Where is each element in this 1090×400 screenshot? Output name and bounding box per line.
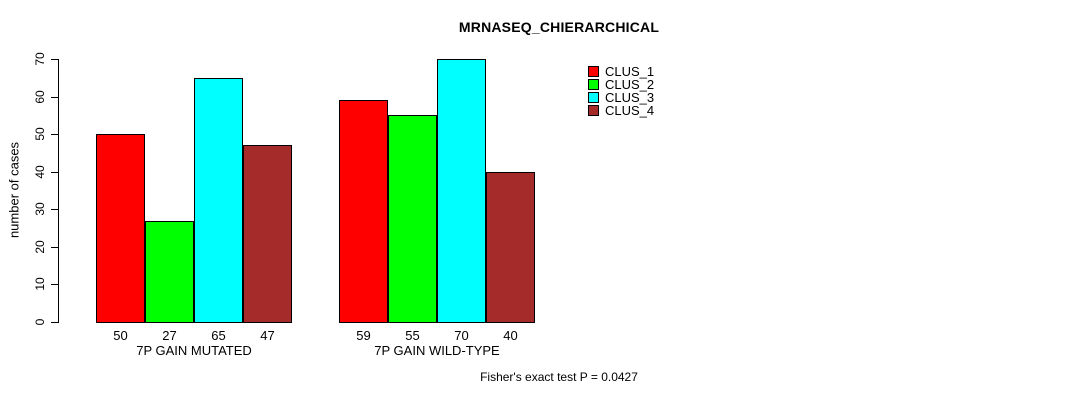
category-label: 7P GAIN MUTATED <box>136 343 252 358</box>
y-tick-mark <box>51 59 58 60</box>
bar-clus_3-group1 <box>194 78 243 323</box>
chart-title: MRNASEQ_CHIERARCHICAL <box>458 19 660 35</box>
bar-clus_2-group2 <box>388 115 437 323</box>
bar-clus_1-group2 <box>339 100 388 323</box>
y-tick-label: 0 <box>33 318 47 326</box>
legend-label: CLUS_1 <box>605 64 655 79</box>
bar-value-label: 47 <box>260 328 275 343</box>
y-tick-mark <box>51 134 58 136</box>
legend-label: CLUS_3 <box>605 90 655 105</box>
y-tick-label: 50 <box>33 127 47 141</box>
bar-clus_4-group2 <box>486 172 535 323</box>
legend-swatch-clus_2 <box>588 79 599 90</box>
legend: CLUS_1 CLUS_2 CLUS_3 CLUS_4 <box>588 65 654 117</box>
legend-label: CLUS_2 <box>605 77 655 92</box>
y-axis-label: number of cases <box>6 141 22 239</box>
bar-clus_1-group1 <box>96 134 145 323</box>
legend-item-clus_4: CLUS_4 <box>588 104 654 117</box>
y-tick-mark <box>51 209 58 211</box>
bar-value-label: 59 <box>356 328 371 343</box>
category-label: 7P GAIN WILD-TYPE <box>374 343 500 358</box>
bar-value-label: 50 <box>113 328 128 343</box>
y-tick-mark <box>51 322 58 323</box>
legend-swatch-clus_4 <box>588 105 599 116</box>
bar-value-label: 55 <box>405 328 420 343</box>
y-tick-label: 60 <box>33 89 47 104</box>
legend-label: CLUS_4 <box>605 103 655 118</box>
y-tick-mark <box>51 246 58 248</box>
legend-item-clus_2: CLUS_2 <box>588 78 654 91</box>
bar-clus_3-group2 <box>437 59 486 323</box>
legend-item-clus_3: CLUS_3 <box>588 91 654 104</box>
bar-value-label: 65 <box>211 328 226 343</box>
stat-annotation: Fisher's exact test P = 0.0427 <box>480 370 638 384</box>
bar-value-label: 27 <box>162 328 177 343</box>
y-tick-mark <box>51 96 58 98</box>
legend-swatch-clus_1 <box>588 66 599 77</box>
y-tick-label: 40 <box>33 165 47 179</box>
bar-clus_2-group1 <box>145 221 194 323</box>
y-tick-label: 30 <box>33 202 47 216</box>
y-tick-mark <box>51 284 58 286</box>
y-tick-mark <box>51 171 58 173</box>
y-axis-line <box>58 59 59 323</box>
y-tick-label: 10 <box>33 277 47 292</box>
y-tick-label: 20 <box>33 240 47 254</box>
legend-item-clus_1: CLUS_1 <box>588 65 654 78</box>
y-tick-label: 70 <box>33 52 47 66</box>
bar-value-label: 40 <box>503 328 518 343</box>
legend-swatch-clus_3 <box>588 92 599 103</box>
bar-value-label: 70 <box>454 328 469 343</box>
bar-clus_4-group1 <box>243 145 292 323</box>
